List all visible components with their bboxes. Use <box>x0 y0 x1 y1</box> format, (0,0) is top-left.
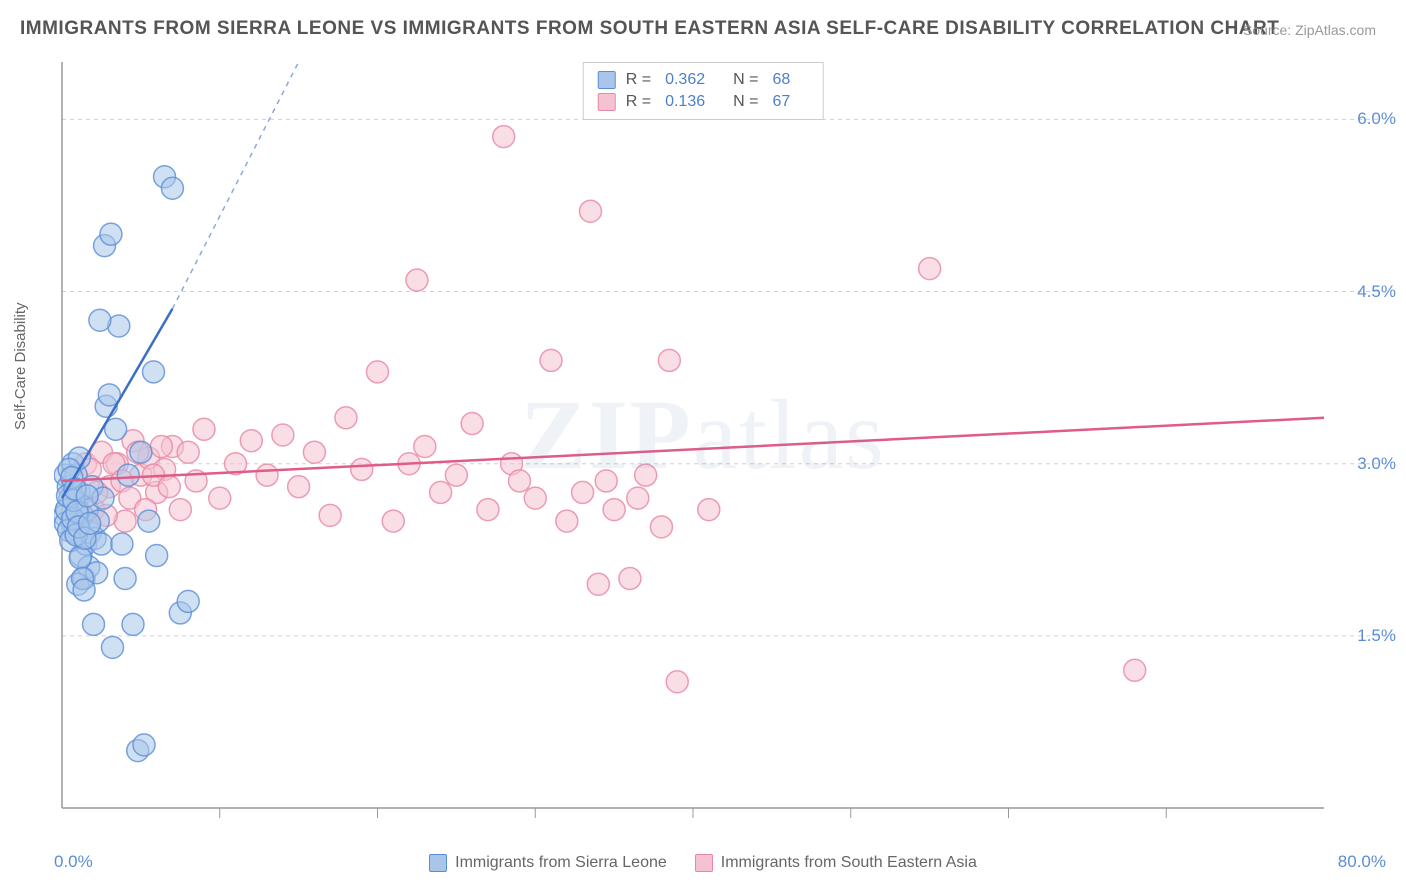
n-label: N = <box>733 93 758 111</box>
n-label: N = <box>733 71 758 89</box>
chart-title: IMMIGRANTS FROM SIERRA LEONE VS IMMIGRAN… <box>20 18 1279 40</box>
r-label: R = <box>626 93 651 111</box>
legend-item-se-asia: Immigrants from South Eastern Asia <box>695 854 977 872</box>
r-value-se-asia: 0.136 <box>665 93 705 111</box>
swatch-se-asia <box>598 93 616 111</box>
r-label: R = <box>626 71 651 89</box>
scatter-plot <box>54 62 1384 826</box>
legend-label-sierra-leone: Immigrants from Sierra Leone <box>455 854 667 872</box>
n-value-sierra-leone: 68 <box>772 71 790 89</box>
legend-label-se-asia: Immigrants from South Eastern Asia <box>721 854 977 872</box>
y-tick-label: 3.0% <box>1357 454 1396 474</box>
swatch-se-asia <box>695 854 713 872</box>
y-tick-label: 1.5% <box>1357 626 1396 646</box>
swatch-sierra-leone <box>429 854 447 872</box>
legend-row-se-asia: R = 0.136 N = 67 <box>598 91 809 113</box>
r-value-sierra-leone: 0.362 <box>665 71 705 89</box>
correlation-legend: R = 0.362 N = 68 R = 0.136 N = 67 <box>583 62 824 120</box>
legend-row-sierra-leone: R = 0.362 N = 68 <box>598 69 809 91</box>
y-axis-label: Self-Care Disability <box>12 302 29 430</box>
n-value-se-asia: 67 <box>772 93 790 111</box>
series-legend: Immigrants from Sierra Leone Immigrants … <box>0 854 1406 872</box>
source-label: Source: ZipAtlas.com <box>1243 22 1376 38</box>
y-tick-label: 6.0% <box>1357 109 1396 129</box>
swatch-sierra-leone <box>598 71 616 89</box>
y-tick-label: 4.5% <box>1357 282 1396 302</box>
legend-item-sierra-leone: Immigrants from Sierra Leone <box>429 854 667 872</box>
